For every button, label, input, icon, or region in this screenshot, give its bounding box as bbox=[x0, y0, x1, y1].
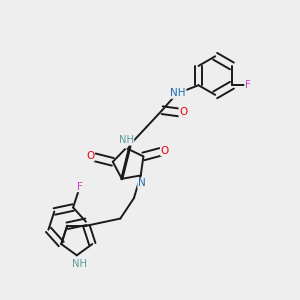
Text: N: N bbox=[138, 178, 146, 188]
Text: NH: NH bbox=[170, 88, 186, 98]
Text: O: O bbox=[179, 107, 188, 118]
Text: F: F bbox=[77, 182, 83, 192]
Text: O: O bbox=[161, 146, 169, 156]
Text: F: F bbox=[245, 80, 251, 90]
Text: O: O bbox=[86, 151, 94, 161]
Text: NH: NH bbox=[71, 259, 86, 269]
Text: NH: NH bbox=[118, 135, 134, 145]
